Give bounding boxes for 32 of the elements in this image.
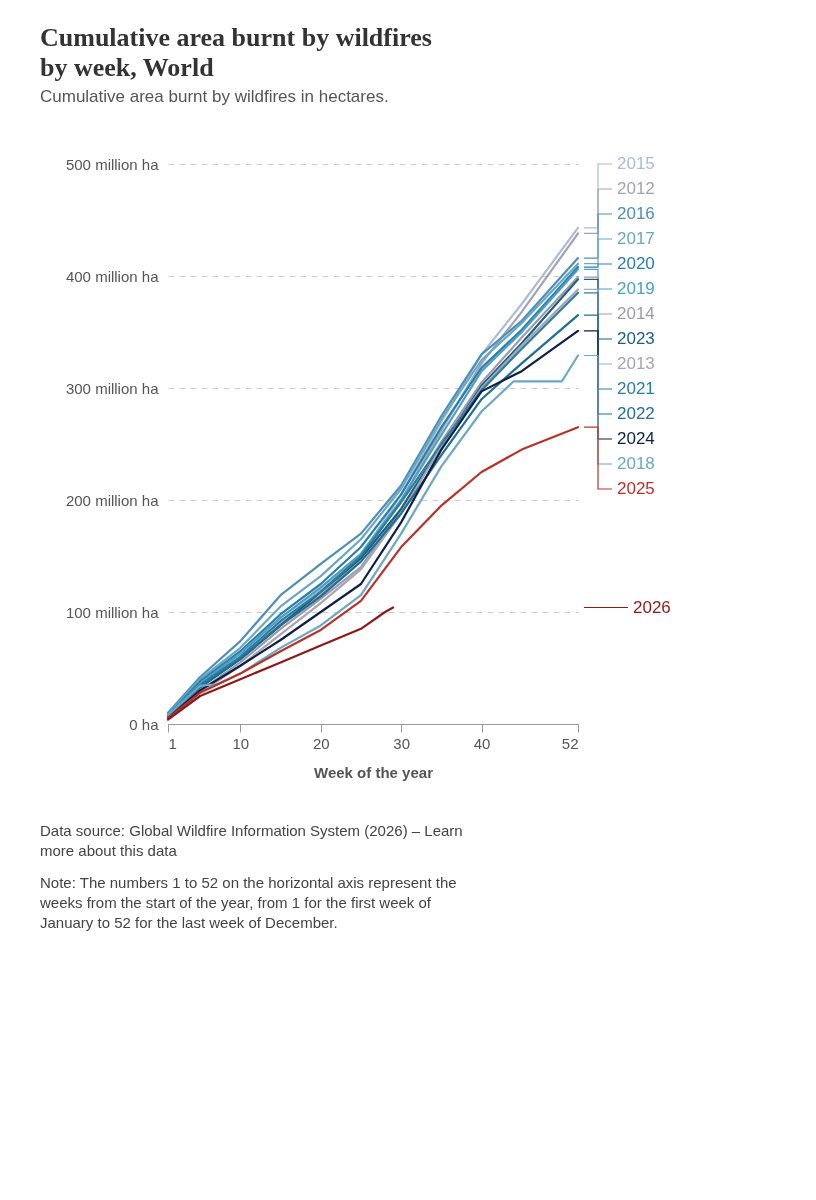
text: 2018 <box>617 454 655 473</box>
legend-label: 2026 <box>633 597 671 617</box>
chart-title: Cumulative area burnt by wildfires by week, World <box>40 23 432 82</box>
text: 2024 <box>617 429 655 448</box>
text: 2023 <box>617 329 655 348</box>
text: 2022 <box>617 404 655 423</box>
y-tick-label: 100 million ha <box>65 603 160 621</box>
text: 2021 <box>617 379 655 398</box>
y-tick-label: 200 million ha <box>65 491 160 509</box>
y-tick-label: 300 million ha <box>65 379 160 397</box>
text: 2015 <box>617 154 655 173</box>
y-tick-label: 500 million ha <box>65 155 160 173</box>
x-tick-label: 20 <box>312 734 330 752</box>
y-tick-label: 400 million ha <box>65 267 160 285</box>
legend-label: 2019 <box>617 279 655 298</box>
text: 2016 <box>617 204 655 223</box>
x-tick-label: 40 <box>473 734 491 752</box>
text: 2025 <box>617 479 655 498</box>
chart-subtitle: Cumulative area burnt by wildfires in hectares. <box>40 87 389 106</box>
text: 2013 <box>617 354 655 373</box>
x-tick-label: 30 <box>393 734 410 752</box>
source-note: Data source: Global Wildfire Information System (2026) – Learn more about this data <box>40 822 463 859</box>
text: 2014 <box>617 304 655 323</box>
y-tick-label: 0 ha <box>129 715 160 733</box>
x-tick-label: 52 <box>561 734 579 752</box>
x-tick-label: 10 <box>232 734 250 752</box>
text: Note: The numbers 1 to 52 on the horizontal axis represent the weeks from the start of the year, from 1 for the first week of January to 52 for the last week of December. <box>39 874 457 931</box>
x-tick-label: 1 <box>168 734 177 752</box>
text: 2012 <box>617 179 655 198</box>
text: 2017 <box>617 229 655 248</box>
legend-label: 2020 <box>617 254 655 273</box>
x-axis-title: Week of the year <box>314 763 434 781</box>
